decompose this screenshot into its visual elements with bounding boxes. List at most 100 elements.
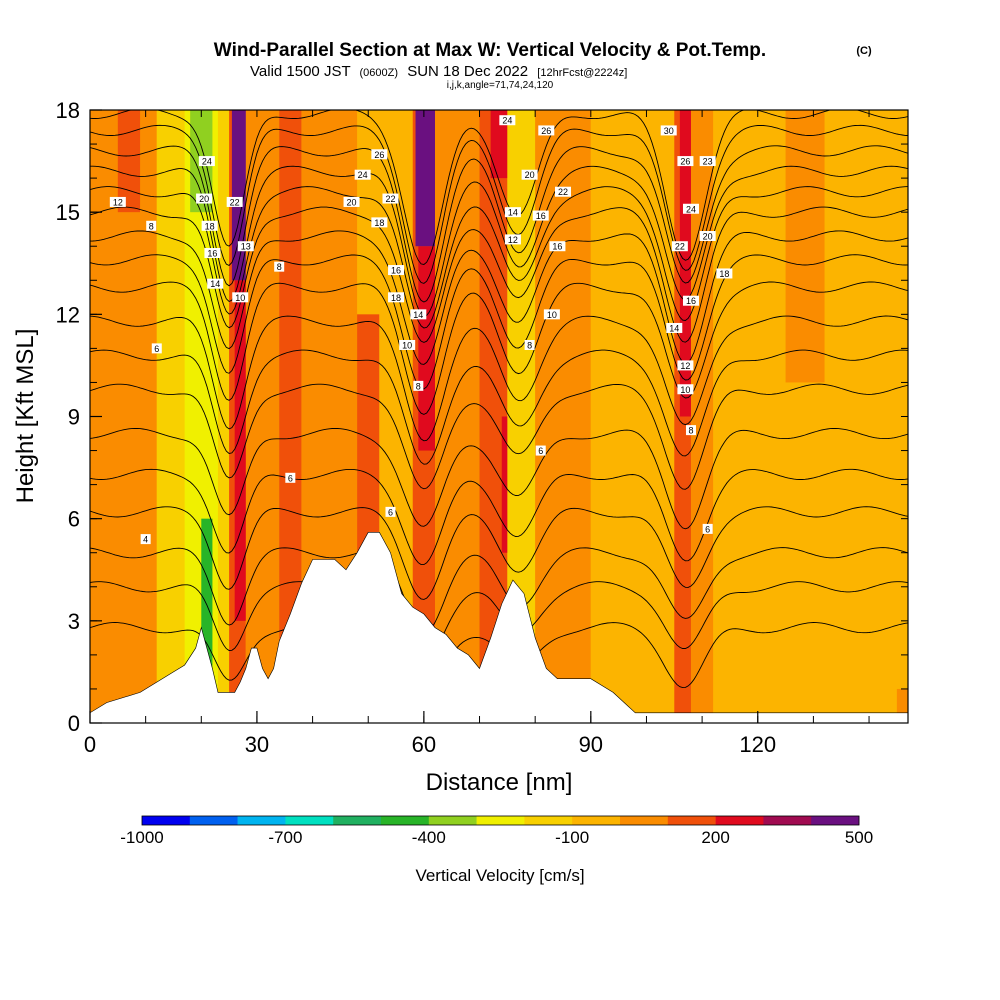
contour-label-text: 16 [536, 211, 546, 221]
contour-label-bg [285, 472, 296, 483]
contour-label-12: 8 [274, 261, 285, 272]
valid-utc: (0600Z) [360, 67, 399, 79]
axis-ticks: 0 30 60 90 120 0 3 6 9 12 15 18 [56, 98, 908, 757]
theta-contour-6 [90, 383, 908, 490]
colorbar-swatch-12 [715, 816, 764, 825]
contour-label-32: 16 [549, 241, 566, 252]
contour-label-17: 18 [371, 217, 388, 228]
theta-contour-8 [90, 315, 908, 442]
grid-indices: i,j,k,angle=71,74,24,120 [447, 80, 554, 91]
colorbar-swatch-3 [285, 816, 334, 825]
theta-contour-1 [90, 581, 908, 658]
contour-label-10: 13 [237, 241, 254, 252]
contour-label-text: 12 [508, 235, 518, 245]
contour-label-2: 8 [146, 220, 157, 231]
contour-label-bg [543, 309, 560, 320]
colorbar-swatch-5 [381, 816, 430, 825]
contour-label-33: 10 [543, 309, 560, 320]
forecast-info: [12hrFcst@2224z] [537, 67, 627, 79]
velocity-band-6 [217, 110, 230, 723]
contour-label-23: 8 [413, 380, 424, 391]
colorbar-swatch-7 [476, 816, 525, 825]
contour-label-bg [685, 425, 696, 436]
valid-prefix: Valid 1500 JST [250, 63, 350, 80]
contour-label-bg [671, 241, 688, 252]
contour-label-bg [140, 534, 151, 545]
contour-label-text: 14 [669, 323, 679, 333]
contour-label-bg [196, 193, 213, 204]
contour-label-16: 20 [343, 196, 360, 207]
theta-contour-3 [90, 506, 908, 600]
contour-label-41: 22 [671, 241, 688, 252]
contour-label-text: 16 [207, 249, 217, 259]
contour-label-bg [677, 384, 694, 395]
terrain [90, 532, 908, 723]
contour-label-43: 16 [682, 295, 699, 306]
contour-label-bg [660, 125, 677, 136]
copyright-mark: (C) [856, 45, 872, 57]
contour-label-text: 16 [686, 296, 696, 306]
contour-label-bg [677, 360, 694, 371]
velocity-band-9 [231, 110, 249, 281]
colorbar-tick-label: -700 [268, 828, 302, 847]
contour-label-bg [677, 156, 694, 167]
contour-label-bg [204, 248, 221, 259]
contour-label-8: 14 [207, 278, 224, 289]
contour-label-27: 20 [521, 169, 538, 180]
contour-label-text: 10 [235, 293, 245, 303]
contour-label-19: 16 [388, 265, 405, 276]
contour-label-text: 10 [547, 310, 557, 320]
velocity-band-24 [590, 110, 675, 723]
theta-contour-10 [90, 254, 908, 390]
contour-label-text: 22 [558, 187, 568, 197]
contour-label-bg [274, 261, 285, 272]
contour-label-text: 6 [705, 524, 710, 534]
velocity-band-27 [690, 110, 714, 723]
y-tick-label: 9 [68, 405, 80, 430]
contour-label-text: 10 [680, 385, 690, 395]
velocity-band-2 [156, 110, 185, 723]
contour-label-text: 4 [143, 535, 148, 545]
velocity-band-21 [490, 110, 508, 179]
contour-label-bg [201, 220, 218, 231]
theta-contour-14 [90, 165, 908, 317]
contour-label-6: 18 [201, 220, 218, 231]
velocity-band-10 [245, 110, 280, 723]
contour-label-text: 24 [502, 116, 512, 126]
velocity-band-17 [415, 110, 438, 247]
contour-label-text: 30 [664, 126, 674, 136]
velocity-band-26 [679, 110, 691, 417]
colorbar-swatch-2 [237, 816, 286, 825]
contour-label-text: 18 [719, 269, 729, 279]
contour-label-text: 14 [210, 279, 220, 289]
contour-label-bg [538, 125, 555, 136]
contour-label-5: 20 [196, 193, 213, 204]
colorbar-swatch-14 [811, 816, 860, 825]
theta-contour-5 [90, 427, 908, 530]
contour-label-text: 16 [552, 242, 562, 252]
contour-label-text: 13 [241, 242, 251, 252]
contour-label-text: 18 [205, 221, 215, 231]
contour-label-45: 12 [677, 360, 694, 371]
contour-label-bg [237, 241, 254, 252]
contour-label-bg [699, 156, 716, 167]
colorbar-tick-label: 200 [701, 828, 729, 847]
contour-label-34: 8 [524, 339, 535, 350]
contour-label-44: 14 [666, 322, 683, 333]
contour-label-bg [385, 506, 396, 517]
contour-label-20: 18 [388, 292, 405, 303]
contour-label-text: 24 [358, 170, 368, 180]
contour-label-7: 16 [204, 248, 221, 259]
contour-label-3: 12 [109, 196, 126, 207]
theta-contour-16 [90, 124, 908, 284]
colorbar-tick-label: -1000 [120, 828, 163, 847]
contour-labels: 4 6 8 12 24 20 18 16 14 22 13 10 8 6 26 24 20 18 22 16 18 14 1… [109, 115, 733, 545]
contour-label-text: 20 [347, 197, 357, 207]
contour-label-text: 6 [154, 344, 159, 354]
theta-contour-13 [90, 186, 908, 329]
contour-label-bg [146, 220, 157, 231]
y-axis-label: Height [Kft MSL] [12, 329, 39, 504]
contour-label-15: 24 [354, 169, 371, 180]
contour-label-text: 26 [680, 157, 690, 167]
